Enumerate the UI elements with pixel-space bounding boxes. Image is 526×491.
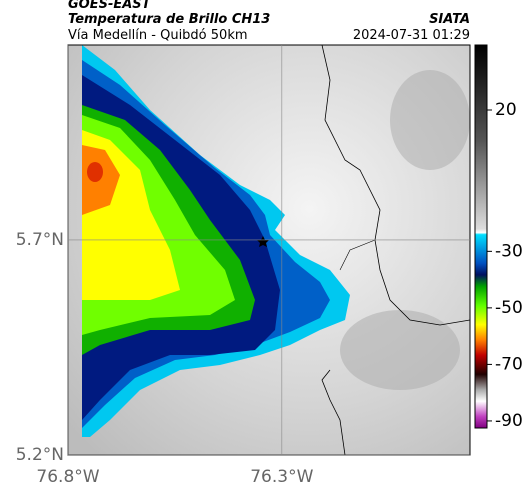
colorbar-tick-label: -50	[495, 298, 523, 318]
datetime: 2024-07-31 01:29	[353, 28, 470, 43]
route: Vía Medellín - Quibdó 50km	[68, 28, 248, 43]
colorbar-tick-label: -30	[495, 241, 523, 261]
lat-tick-label: 5.7°N	[16, 230, 64, 250]
colorbar	[474, 44, 488, 429]
colorbar-tick-label: 20	[495, 100, 517, 120]
satellite-image	[68, 45, 470, 455]
colorbar-tick-label: -90	[495, 411, 523, 431]
lat-tick-label: 5.2°N	[16, 445, 64, 465]
lon-tick-label: 76.8°W	[36, 467, 99, 487]
satellite-name: GOES-EAST	[68, 0, 152, 12]
lon-tick-label: 76.3°W	[250, 467, 313, 487]
product-name: Temperatura de Brillo CH13	[68, 12, 270, 27]
colorbar-tick-label: -70	[495, 354, 523, 374]
source: SIATA	[429, 12, 470, 27]
